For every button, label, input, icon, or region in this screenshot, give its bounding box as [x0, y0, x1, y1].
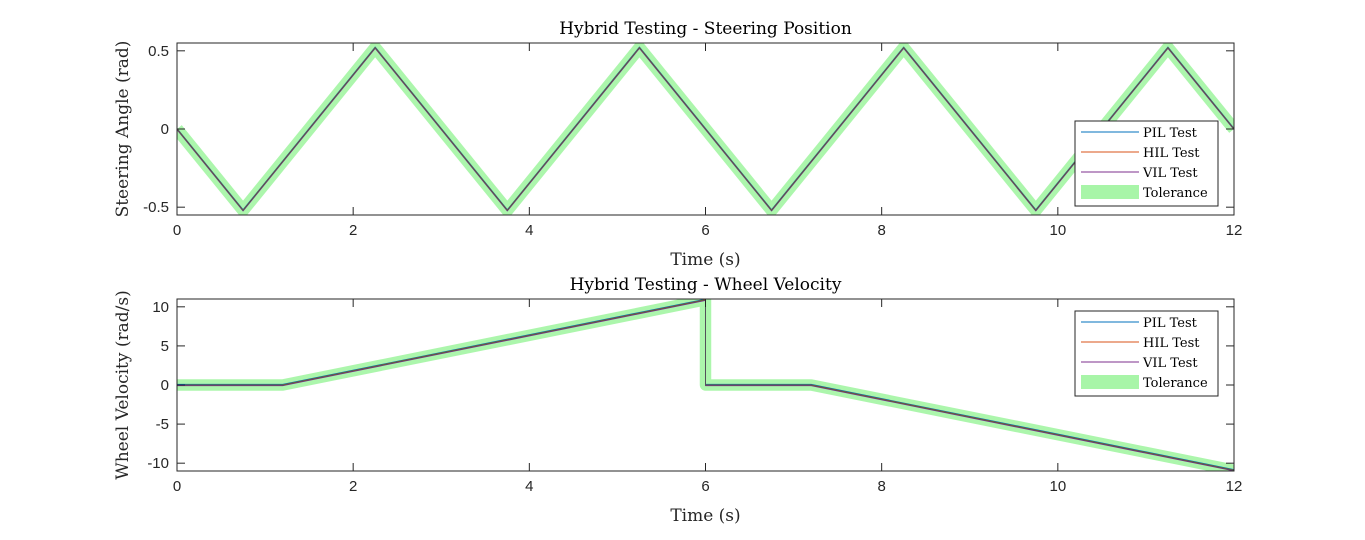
y-tick-label: -0.5	[143, 199, 169, 216]
y-tick-label: 0.5	[148, 43, 169, 60]
legend: PIL Test HIL Test VIL Test Tolerance	[1074, 310, 1219, 397]
legend-label: HIL Test	[1143, 336, 1200, 351]
legend-label: PIL Test	[1143, 316, 1198, 331]
y-tick-label: -10	[147, 455, 169, 472]
y-axis-label: Steering Angle (rad)	[113, 41, 133, 218]
legend-swatch-tolerance	[1081, 185, 1139, 199]
y-tick-label: 0	[161, 377, 169, 394]
legend-label: VIL Test	[1142, 166, 1198, 181]
x-tick-label: 4	[525, 478, 533, 495]
y-tick-label: 5	[161, 338, 169, 355]
x-axis-label: Time (s)	[670, 250, 740, 270]
legend-swatch-tolerance	[1081, 375, 1139, 389]
y-tick-label: -5	[156, 416, 169, 433]
y-tick-label: 0	[161, 121, 169, 138]
legend-label: VIL Test	[1142, 356, 1198, 371]
x-tick-label: 12	[1226, 222, 1243, 239]
legend: PIL Test HIL Test VIL Test Tolerance	[1074, 120, 1219, 207]
chart-title: Hybrid Testing - Steering Position	[559, 19, 852, 39]
legend-label: Tolerance	[1143, 186, 1208, 201]
series-overlay	[177, 299, 1234, 471]
x-tick-label: 6	[701, 478, 709, 495]
x-tick-label: 8	[877, 478, 885, 495]
x-tick-label: 10	[1049, 478, 1066, 495]
x-tick-label: 0	[173, 478, 181, 495]
y-tick-label: 10	[152, 299, 169, 316]
x-tick-label: 10	[1049, 222, 1066, 239]
x-tick-label: 6	[701, 222, 709, 239]
x-tick-label: 4	[525, 222, 533, 239]
chart-title: Hybrid Testing - Wheel Velocity	[570, 275, 842, 295]
legend-label: PIL Test	[1143, 126, 1198, 141]
y-axis-label: Wheel Velocity (rad/s)	[113, 290, 133, 480]
x-axis-label: Time (s)	[670, 506, 740, 526]
x-tick-label: 0	[173, 222, 181, 239]
legend-label: Tolerance	[1143, 376, 1208, 391]
x-tick-label: 2	[349, 478, 357, 495]
plot-lines	[177, 299, 1234, 471]
legend-label: HIL Test	[1143, 146, 1200, 161]
x-tick-label: 2	[349, 222, 357, 239]
x-tick-label: 8	[877, 222, 885, 239]
x-tick-label: 12	[1226, 478, 1243, 495]
subplot-2: 0 2 4 6 8 10 12 -10 -5 0 5 10 Hybrid Testing - Wheel…	[113, 275, 1242, 526]
